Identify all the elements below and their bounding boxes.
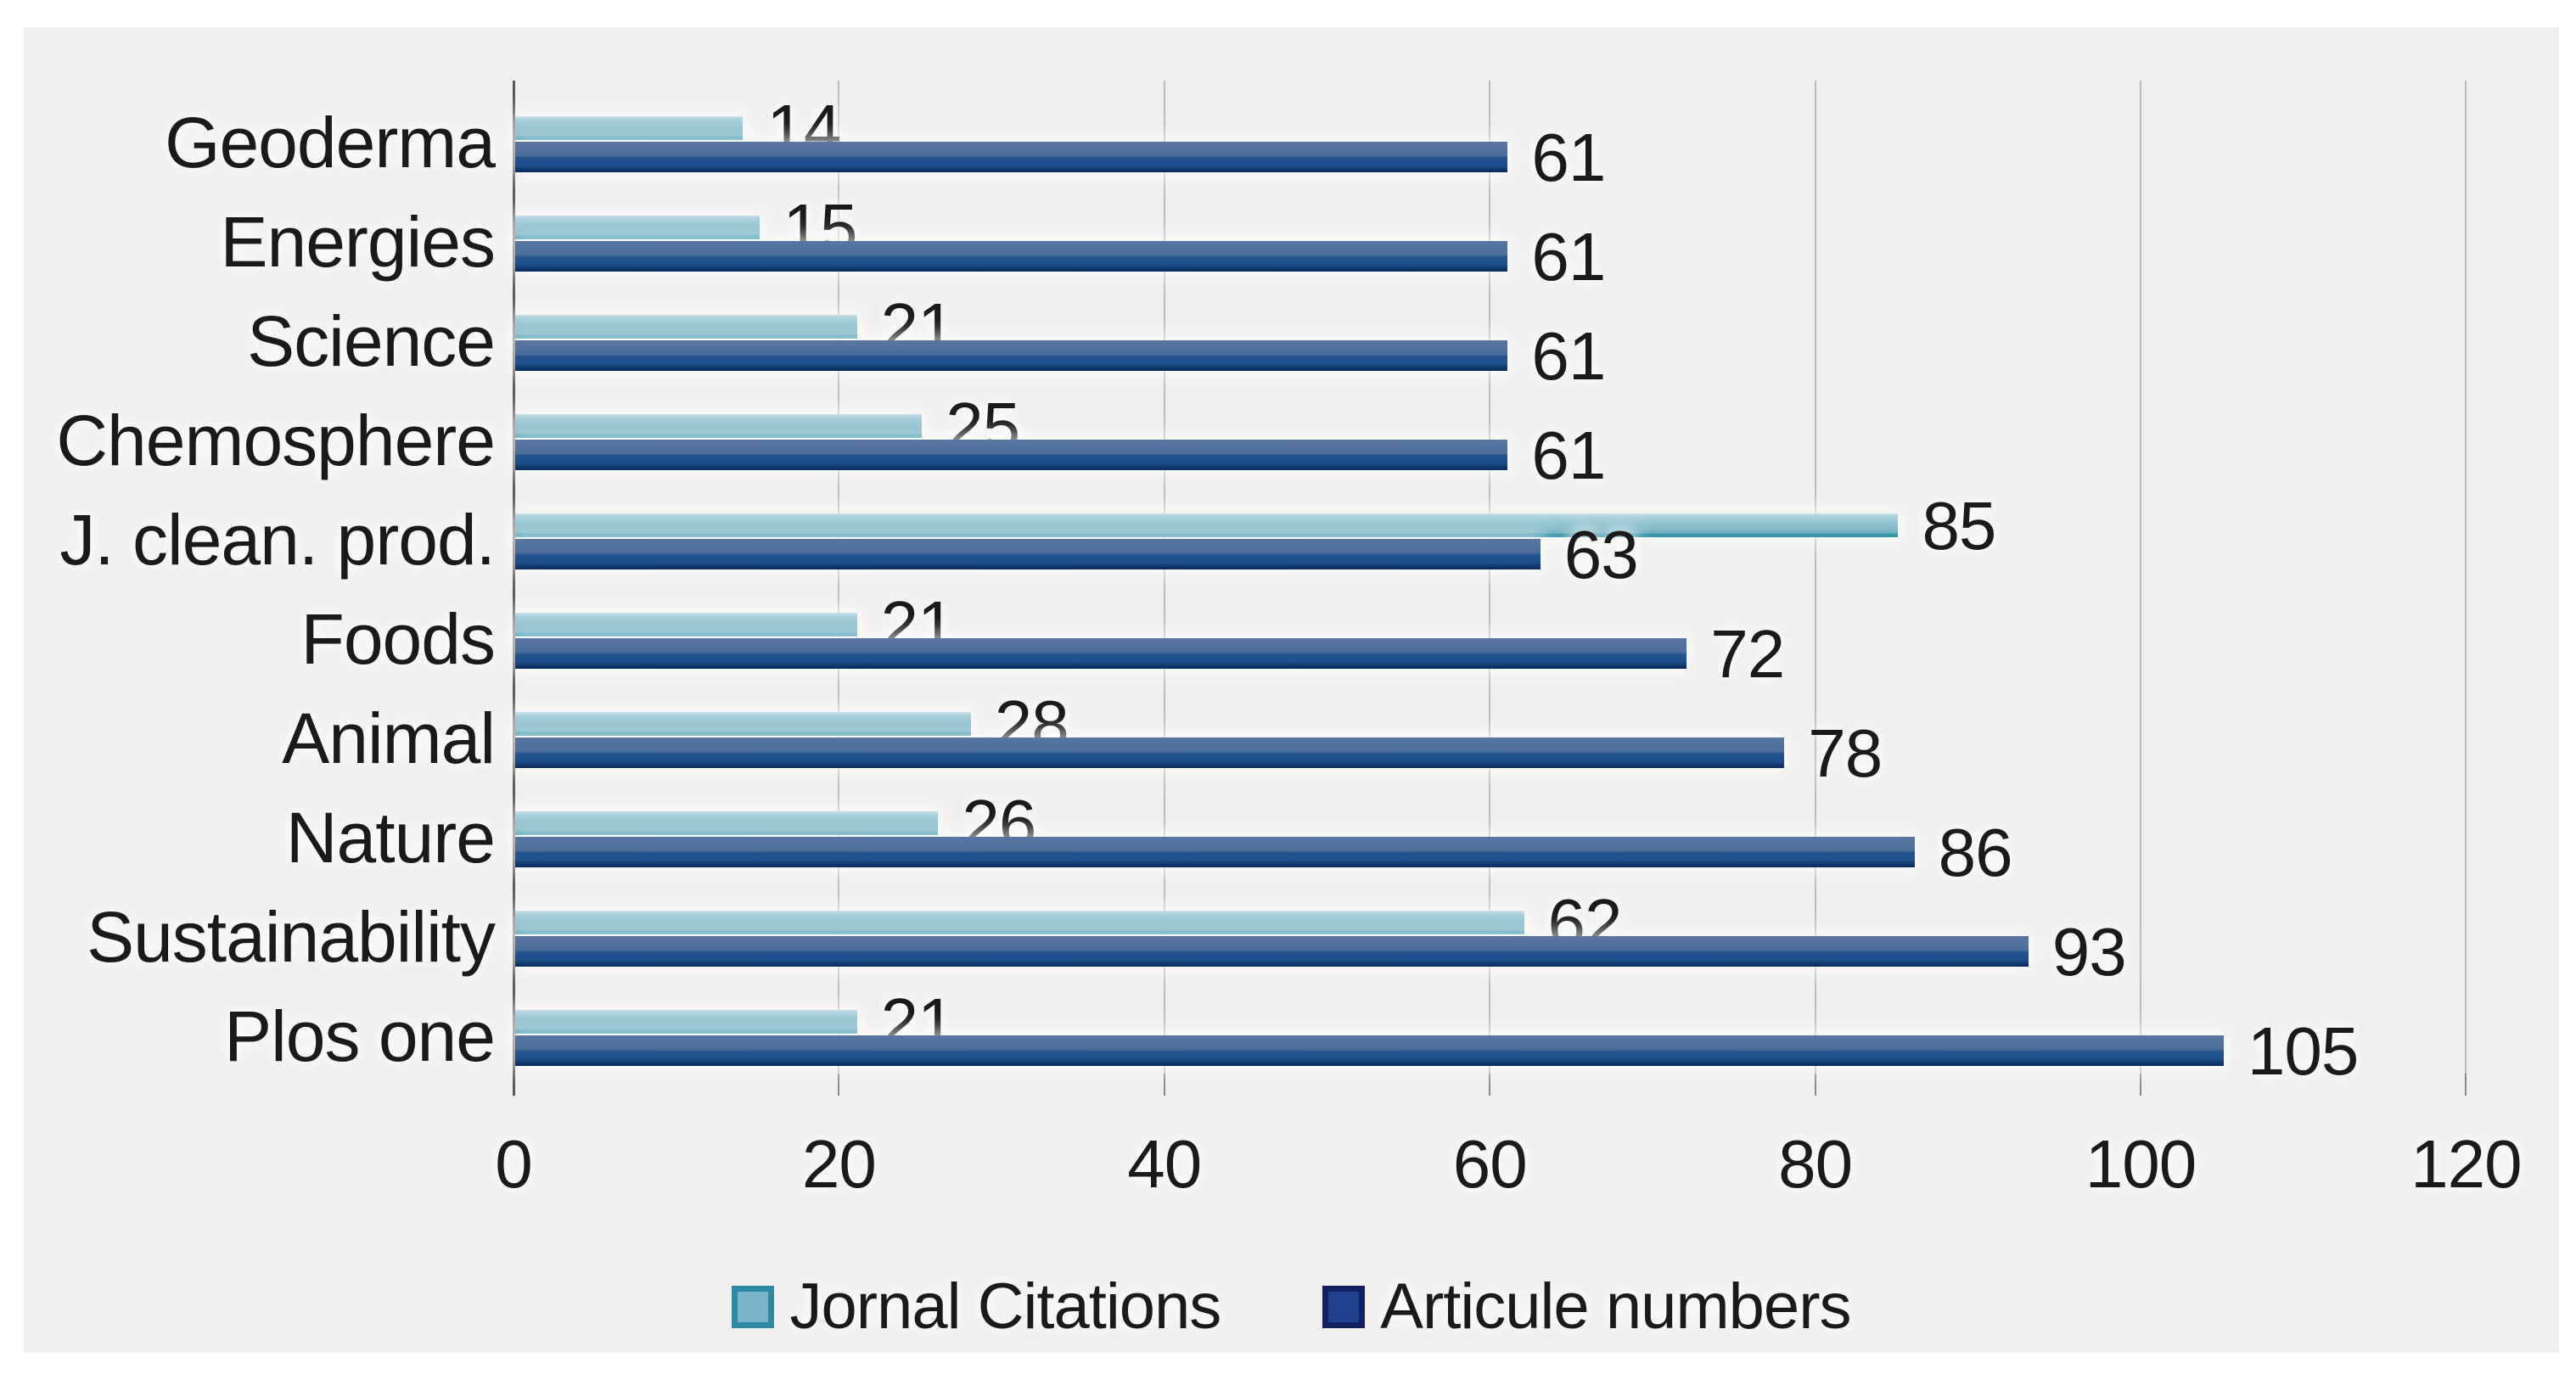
bar-jornal-citations	[515, 116, 744, 140]
bar-jornal-citations	[515, 911, 1524, 934]
bar-jornal-citations	[515, 613, 857, 637]
category-label: Foods	[300, 599, 496, 679]
category-label: Chemosphere	[56, 401, 496, 480]
bar-articule-numbers	[515, 737, 1785, 768]
legend-label-articule-numbers: Articule numbers	[1380, 1270, 1851, 1343]
x-gridline	[2140, 81, 2141, 1074]
category-label: Plos one	[224, 996, 496, 1076]
category-label: Energies	[220, 202, 496, 282]
x-axis-tick	[2140, 1074, 2141, 1096]
legend-swatch-jornal-citations-icon	[732, 1286, 775, 1328]
bar-jornal-citations	[515, 811, 939, 835]
x-gridline	[838, 81, 840, 1074]
bar-articule-numbers	[515, 638, 1687, 669]
bar-jornal-citations	[515, 513, 1899, 537]
bar-jornal-citations	[515, 712, 971, 736]
x-axis-tick-label: 100	[2085, 1126, 2197, 1202]
x-axis-tick	[2465, 1074, 2467, 1096]
bar-value-label-articule-numbers: 63	[1563, 517, 1639, 592]
x-gridline	[1489, 81, 1491, 1074]
bar-articule-numbers	[515, 837, 1915, 867]
bar-articule-numbers	[515, 340, 1508, 371]
bar-value-label-articule-numbers: 61	[1531, 219, 1606, 294]
bar-articule-numbers	[515, 1035, 2224, 1066]
legend-item-jornal-citations: Jornal Citations	[732, 1275, 1221, 1339]
category-label: Sustainability	[87, 897, 496, 977]
bar-jornal-citations	[515, 216, 760, 239]
x-axis-tick	[1489, 1074, 1491, 1096]
legend-swatch-articule-numbers-icon	[1322, 1286, 1366, 1328]
bar-articule-numbers	[515, 440, 1508, 470]
chart-panel: 0 20 40 60 80 100 120 Geoderma 14 61 Energies 15 61 S…	[24, 27, 2559, 1353]
x-gridline	[2465, 81, 2467, 1074]
x-axis-tick-label: 20	[801, 1126, 877, 1202]
x-axis-tick-label: 80	[1778, 1126, 1853, 1202]
legend-label-jornal-citations: Jornal Citations	[789, 1270, 1221, 1343]
bar-value-label-articule-numbers: 93	[2051, 914, 2127, 990]
category-label: Geoderma	[165, 103, 496, 182]
bar-value-label-articule-numbers: 72	[1710, 616, 1785, 692]
x-axis-tick	[1814, 1074, 1816, 1096]
bar-value-label-articule-numbers: 61	[1531, 318, 1606, 394]
x-axis-tick	[1163, 1074, 1165, 1096]
bar-articule-numbers	[515, 241, 1508, 272]
plot-area: 0 20 40 60 80 100 120 Geoderma 14 61 Energies 15 61 S…	[24, 27, 2559, 1353]
bar-value-label-articule-numbers: 61	[1531, 120, 1606, 195]
x-axis-tick-label: 40	[1127, 1126, 1202, 1202]
chart-legend: Jornal Citations Articule numbers	[24, 1275, 2559, 1339]
category-label: Nature	[285, 798, 496, 878]
category-label: Animal	[282, 698, 496, 778]
x-gridline	[1163, 81, 1165, 1074]
bar-jornal-citations	[515, 414, 923, 438]
bar-value-label-articule-numbers: 105	[2247, 1013, 2359, 1089]
bar-jornal-citations	[515, 315, 857, 339]
bar-value-label-articule-numbers: 78	[1808, 715, 1883, 791]
category-label: Science	[247, 301, 496, 381]
bar-value-label-articule-numbers: 86	[1938, 815, 2013, 890]
bar-jornal-citations	[515, 1010, 857, 1034]
legend-item-articule-numbers: Articule numbers	[1322, 1270, 1852, 1343]
x-axis-tick-label: 120	[2410, 1126, 2522, 1202]
x-gridline	[1814, 81, 1816, 1074]
bar-articule-numbers	[515, 936, 2029, 967]
bar-value-label-articule-numbers: 61	[1531, 418, 1606, 493]
bar-articule-numbers	[515, 142, 1508, 172]
x-axis-tick	[838, 1074, 840, 1096]
category-label: J. clean. prod.	[59, 500, 496, 580]
bar-articule-numbers	[515, 539, 1541, 569]
bar-value-label-jornal-citations: 85	[1922, 488, 1996, 564]
y-axis-line	[513, 81, 515, 1096]
x-axis-tick-label: 0	[495, 1126, 532, 1202]
x-axis-tick-label: 60	[1452, 1126, 1528, 1202]
